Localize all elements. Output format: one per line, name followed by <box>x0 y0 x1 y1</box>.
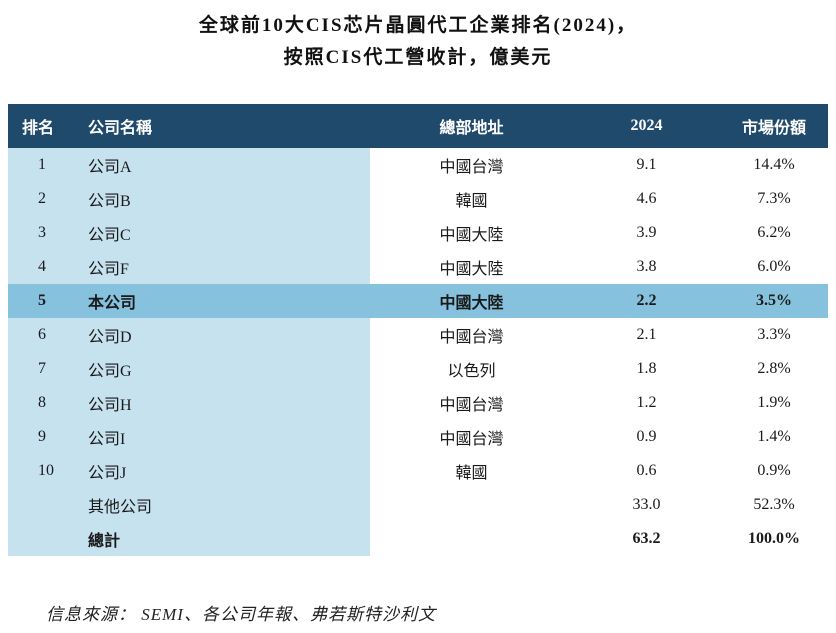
hq-cell: 中國台灣 <box>439 397 504 414</box>
hq-cell: 中國台灣 <box>439 431 504 448</box>
value-cell: 1.2 <box>636 394 657 411</box>
company-cell: 公司I <box>88 420 370 454</box>
value-cell: 1.8 <box>636 360 657 377</box>
share-cell: 1.4% <box>757 428 791 445</box>
company-cell: 公司G <box>88 352 370 386</box>
table-row: 1 公司A 中國台灣 9.1 14.4% <box>8 148 828 182</box>
header-company: 公司名稱 <box>88 120 153 137</box>
title-line-2: 按照CIS代工營收計，億美元 <box>283 47 553 68</box>
table-row: 9 公司I 中國台灣 0.9 1.4% <box>8 420 828 454</box>
share-cell: 6.2% <box>757 224 791 241</box>
company-cell: 公司J <box>88 454 370 488</box>
value-cell: 2.1 <box>636 326 657 343</box>
rank-cell: 4 <box>8 250 88 284</box>
rank-cell: 1 <box>8 148 88 182</box>
hq-cell: 以色列 <box>447 363 496 380</box>
share-cell: 2.8% <box>757 360 791 377</box>
value-cell: 33.0 <box>632 496 661 513</box>
share-cell: 100.0% <box>748 530 800 547</box>
table-row: 2 公司B 韓國 4.6 7.3% <box>8 182 828 216</box>
header-year: 2024 <box>630 117 663 134</box>
company-cell: 其他公司 <box>88 488 370 522</box>
ranking-table: 排名 公司名稱 總部地址 2024 市場份額 1 公司A 中國台灣 9.1 14… <box>8 104 828 556</box>
company-cell: 公司D <box>88 318 370 352</box>
hq-cell: 中國台灣 <box>439 159 504 176</box>
hq-cell: 中國大陸 <box>439 261 504 278</box>
share-cell: 0.9% <box>757 462 791 479</box>
table-row: 7 公司G 以色列 1.8 2.8% <box>8 352 828 386</box>
table-row: 3 公司C 中國大陸 3.9 6.2% <box>8 216 828 250</box>
share-cell: 3.3% <box>757 326 791 343</box>
rank-cell: 10 <box>8 454 88 488</box>
hq-cell-empty <box>370 522 573 556</box>
rank-cell: 8 <box>8 386 88 420</box>
share-cell: 52.3% <box>753 496 795 513</box>
company-cell: 本公司 <box>88 284 370 318</box>
table-header: 排名 公司名稱 總部地址 2024 市場份額 <box>8 104 828 148</box>
header-hq: 總部地址 <box>439 120 504 137</box>
rank-cell: 9 <box>8 420 88 454</box>
value-cell: 3.8 <box>636 258 657 275</box>
header-share: 市場份額 <box>741 120 806 137</box>
header-rank: 排名 <box>22 120 55 137</box>
header-row: 排名 公司名稱 總部地址 2024 市場份額 <box>8 104 828 148</box>
share-cell: 1.9% <box>757 394 791 411</box>
table-row-highlighted: 5 本公司 中國大陸 2.2 3.5% <box>8 284 828 318</box>
company-cell: 公司B <box>88 182 370 216</box>
company-cell: 公司A <box>88 148 370 182</box>
table-row: 10 公司J 韓國 0.6 0.9% <box>8 454 828 488</box>
rank-cell: 2 <box>8 182 88 216</box>
company-cell: 總計 <box>88 522 370 556</box>
table-row: 8 公司H 中國台灣 1.2 1.9% <box>8 386 828 420</box>
company-cell: 公司H <box>88 386 370 420</box>
value-cell: 63.2 <box>632 530 661 547</box>
hq-cell: 中國大陸 <box>439 227 504 244</box>
value-cell: 0.6 <box>636 462 657 479</box>
hq-cell-empty <box>370 488 573 522</box>
share-cell: 6.0% <box>757 258 791 275</box>
hq-cell: 韓國 <box>455 193 488 210</box>
source-note: 信息來源： SEMI、各公司年報、弗若斯特沙利文 <box>46 605 436 624</box>
company-cell: 公司C <box>88 216 370 250</box>
table-row: 6 公司D 中國台灣 2.1 3.3% <box>8 318 828 352</box>
rank-cell: 5 <box>8 284 88 318</box>
share-cell: 3.5% <box>720 284 828 318</box>
share-cell: 7.3% <box>757 190 791 207</box>
hq-cell: 中國台灣 <box>439 329 504 346</box>
hq-cell: 中國大陸 <box>370 284 573 318</box>
table-body: 1 公司A 中國台灣 9.1 14.4% 2 公司B 韓國 4.6 7.3% 3… <box>8 148 828 556</box>
rank-cell: 6 <box>8 318 88 352</box>
table-row-other: 其他公司 33.0 52.3% <box>8 488 828 522</box>
rank-cell: 7 <box>8 352 88 386</box>
rank-cell-empty <box>8 488 88 522</box>
value-cell: 9.1 <box>636 156 657 173</box>
hq-cell: 韓國 <box>455 465 488 482</box>
value-cell: 0.9 <box>636 428 657 445</box>
rank-cell-empty <box>8 522 88 556</box>
title-line-1: 全球前10大CIS芯片晶圓代工企業排名(2024)， <box>198 15 638 36</box>
value-cell: 3.9 <box>636 224 657 241</box>
value-cell: 4.6 <box>636 190 657 207</box>
share-cell: 14.4% <box>753 156 795 173</box>
value-cell: 2.2 <box>573 284 720 318</box>
rank-cell: 3 <box>8 216 88 250</box>
company-cell: 公司F <box>88 250 370 284</box>
table-row-total: 總計 63.2 100.0% <box>8 522 828 556</box>
table-row: 4 公司F 中國大陸 3.8 6.0% <box>8 250 828 284</box>
